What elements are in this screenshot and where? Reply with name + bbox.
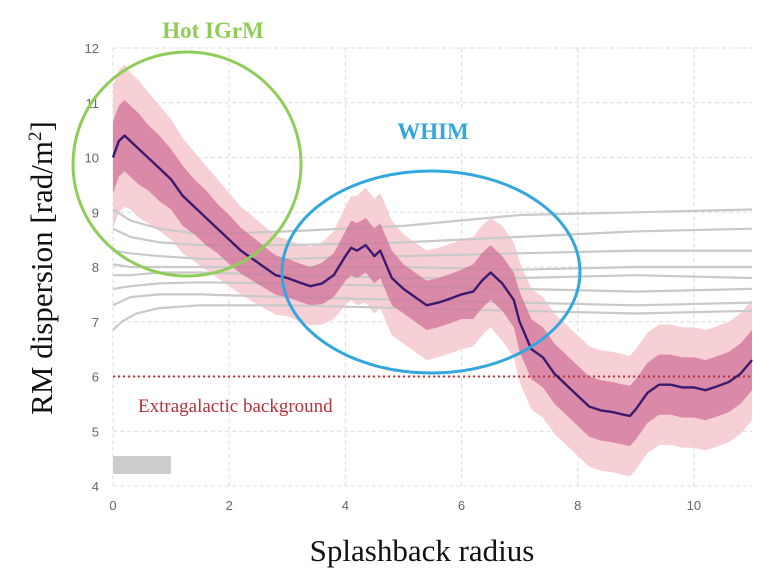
x-tick-label-6: 6	[458, 498, 465, 513]
gray-line-1	[112, 208, 753, 236]
y-tick-label-4: 4	[92, 479, 99, 494]
main-series-line	[111, 134, 753, 418]
y-axis-title-superscript: 2	[25, 132, 46, 142]
y-tick-label-7: 7	[92, 315, 99, 330]
y-tick-label-10: 10	[85, 151, 99, 166]
hot-label-bg	[140, 10, 288, 46]
x-tick-label-0: 0	[109, 498, 116, 513]
legend-swatch	[113, 456, 171, 474]
inner-band-area	[113, 100, 752, 446]
x-tick-label-2: 2	[226, 498, 233, 513]
y-axis-title: RM dispersion [rad/m2]	[24, 121, 59, 415]
y-tick-label-6: 6	[92, 370, 99, 385]
x-tick-label-10: 10	[687, 498, 701, 513]
inner-confidence-band	[113, 100, 752, 446]
whim-label-bg	[378, 110, 490, 148]
hot-igrm-circle	[71, 50, 303, 278]
y-axis-title-group: RM dispersion [rad/m2]	[24, 121, 59, 415]
x-tick-label-4: 4	[342, 498, 349, 513]
whim-circle	[280, 169, 582, 375]
whim-label: WHIM	[397, 119, 469, 144]
rm-dispersion-main-line	[111, 134, 753, 418]
x-tick-label-8: 8	[574, 498, 581, 513]
y-axis-title-main: RM dispersion [rad/m	[24, 141, 59, 415]
outer-band-area	[113, 64, 752, 477]
outer-confidence-band	[113, 64, 752, 477]
hot-igrm-label: Hot IGrM	[162, 18, 264, 43]
y-tick-label-5: 5	[92, 424, 99, 439]
gray-line-8	[112, 304, 753, 331]
y-axis-title-close: ]	[24, 121, 59, 131]
y-tick-label-9: 9	[92, 205, 99, 220]
y-tick-label-12: 12	[85, 41, 99, 56]
x-axis-title: Splashback radius	[310, 533, 535, 568]
background-label: Extragalactic background	[138, 396, 333, 417]
y-tick-label-8: 8	[92, 260, 99, 275]
